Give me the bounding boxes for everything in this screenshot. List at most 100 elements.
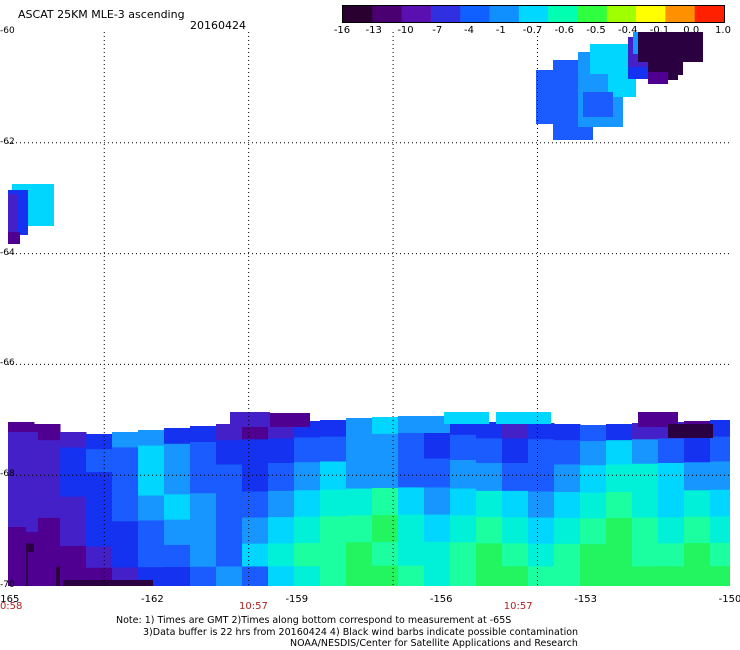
swath-cell xyxy=(606,517,633,545)
swath-cell xyxy=(346,565,373,586)
swath-cell xyxy=(528,423,555,440)
swath-cell xyxy=(242,491,269,519)
map-plot-area xyxy=(8,32,730,586)
longitude-label: -162 xyxy=(141,594,164,605)
latitude-label: -62 xyxy=(0,136,15,147)
swath-cell xyxy=(398,433,425,460)
latitude-label: -66 xyxy=(0,358,15,369)
swath-cell xyxy=(112,470,139,498)
swath-cell xyxy=(346,460,373,490)
swath-cell xyxy=(476,566,503,586)
time-label: 10:57 xyxy=(239,601,268,612)
swath-cell xyxy=(450,515,477,543)
swath-cell xyxy=(632,543,659,568)
swath-cell xyxy=(554,517,581,545)
swath-cell xyxy=(658,543,685,567)
swath-cell xyxy=(34,517,61,545)
swath-cell xyxy=(138,495,165,522)
swath-cell xyxy=(320,542,347,567)
swath-cell xyxy=(658,490,685,518)
swath-cell xyxy=(190,442,217,467)
swath-cell xyxy=(632,439,659,465)
swath-cell xyxy=(684,566,711,586)
swath-cell xyxy=(424,541,451,567)
swath-cell xyxy=(372,417,399,435)
swath-cell xyxy=(580,465,607,494)
swath-cell xyxy=(554,492,581,519)
swath-cell xyxy=(424,458,451,488)
swath-cell xyxy=(638,32,703,62)
swath-cell xyxy=(86,434,113,450)
colorbar-tick-label: -0.4 xyxy=(617,25,638,36)
swath-cell xyxy=(86,472,113,499)
swath-cell xyxy=(190,426,217,443)
swath-cell xyxy=(138,520,165,547)
swath-cell xyxy=(684,543,711,567)
swath-cell xyxy=(138,545,165,568)
colorbar-tick-label: -0.6 xyxy=(554,25,575,36)
swath-cell xyxy=(242,517,269,545)
note-line-1: Note: 1) Times are GMT 2)Times along bot… xyxy=(116,615,512,626)
swath-cell xyxy=(424,565,451,586)
colorbar-segment xyxy=(401,6,432,22)
swath-cell xyxy=(164,544,191,568)
swath-cell xyxy=(346,542,373,567)
swath-cell xyxy=(34,492,61,519)
longitude-label: -153 xyxy=(574,594,597,605)
swath-cell xyxy=(268,463,295,492)
swath-cell xyxy=(60,432,87,448)
swath-cell xyxy=(710,542,730,567)
swath-cell xyxy=(190,566,217,586)
swath-cell xyxy=(138,445,165,470)
swath-cell xyxy=(190,493,217,520)
swath-cell xyxy=(476,517,503,544)
swath-cell xyxy=(216,566,243,586)
swath-cell xyxy=(270,413,310,427)
swath-cell xyxy=(398,458,425,488)
swath-cell xyxy=(294,543,321,567)
swath-cell xyxy=(424,487,451,516)
swath-cell xyxy=(372,515,399,543)
colorbar-segment xyxy=(372,6,403,22)
swath-cell xyxy=(554,424,581,441)
swath-cell xyxy=(476,438,503,464)
swath-cell xyxy=(606,440,633,466)
swath-cell xyxy=(216,440,243,466)
swath-cell xyxy=(60,496,87,522)
swath-cell xyxy=(424,416,451,434)
swath-cell xyxy=(638,412,678,427)
latitude-label: -64 xyxy=(0,247,15,258)
swath-cell xyxy=(398,487,425,516)
swath-cell xyxy=(112,545,139,569)
colorbar xyxy=(342,5,725,23)
swath-cell xyxy=(190,544,217,568)
colorbar-tick-label: -0.5 xyxy=(586,25,606,36)
swath-cell xyxy=(190,518,217,545)
swath-cell xyxy=(606,464,633,493)
latitude-label: -68 xyxy=(0,469,15,480)
swath-cell xyxy=(424,433,451,460)
colorbar-tick-label: 0.0 xyxy=(683,25,700,36)
colorbar-segment xyxy=(548,6,579,22)
swath-cell xyxy=(8,432,38,532)
swath-cell xyxy=(86,449,113,473)
swath-cell xyxy=(606,543,633,568)
swath-cell xyxy=(580,441,607,466)
swath-cell xyxy=(268,490,295,518)
swath-cell xyxy=(230,412,270,427)
swath-cell xyxy=(658,438,685,464)
swath-cell xyxy=(684,490,711,518)
swath-cell xyxy=(346,418,373,436)
longitude-label: -165 xyxy=(0,594,20,605)
swath-cell xyxy=(294,516,321,544)
time-label: 10:58 xyxy=(0,601,23,612)
swath-cell xyxy=(346,488,373,517)
swath-cell xyxy=(476,490,503,518)
swath-cell xyxy=(190,466,217,494)
swath-cell xyxy=(268,438,295,464)
swath-cell xyxy=(554,566,581,586)
swath-cell xyxy=(372,542,399,567)
swath-cell xyxy=(710,461,730,491)
swath-cell xyxy=(628,67,648,79)
swath-cell xyxy=(668,72,678,80)
